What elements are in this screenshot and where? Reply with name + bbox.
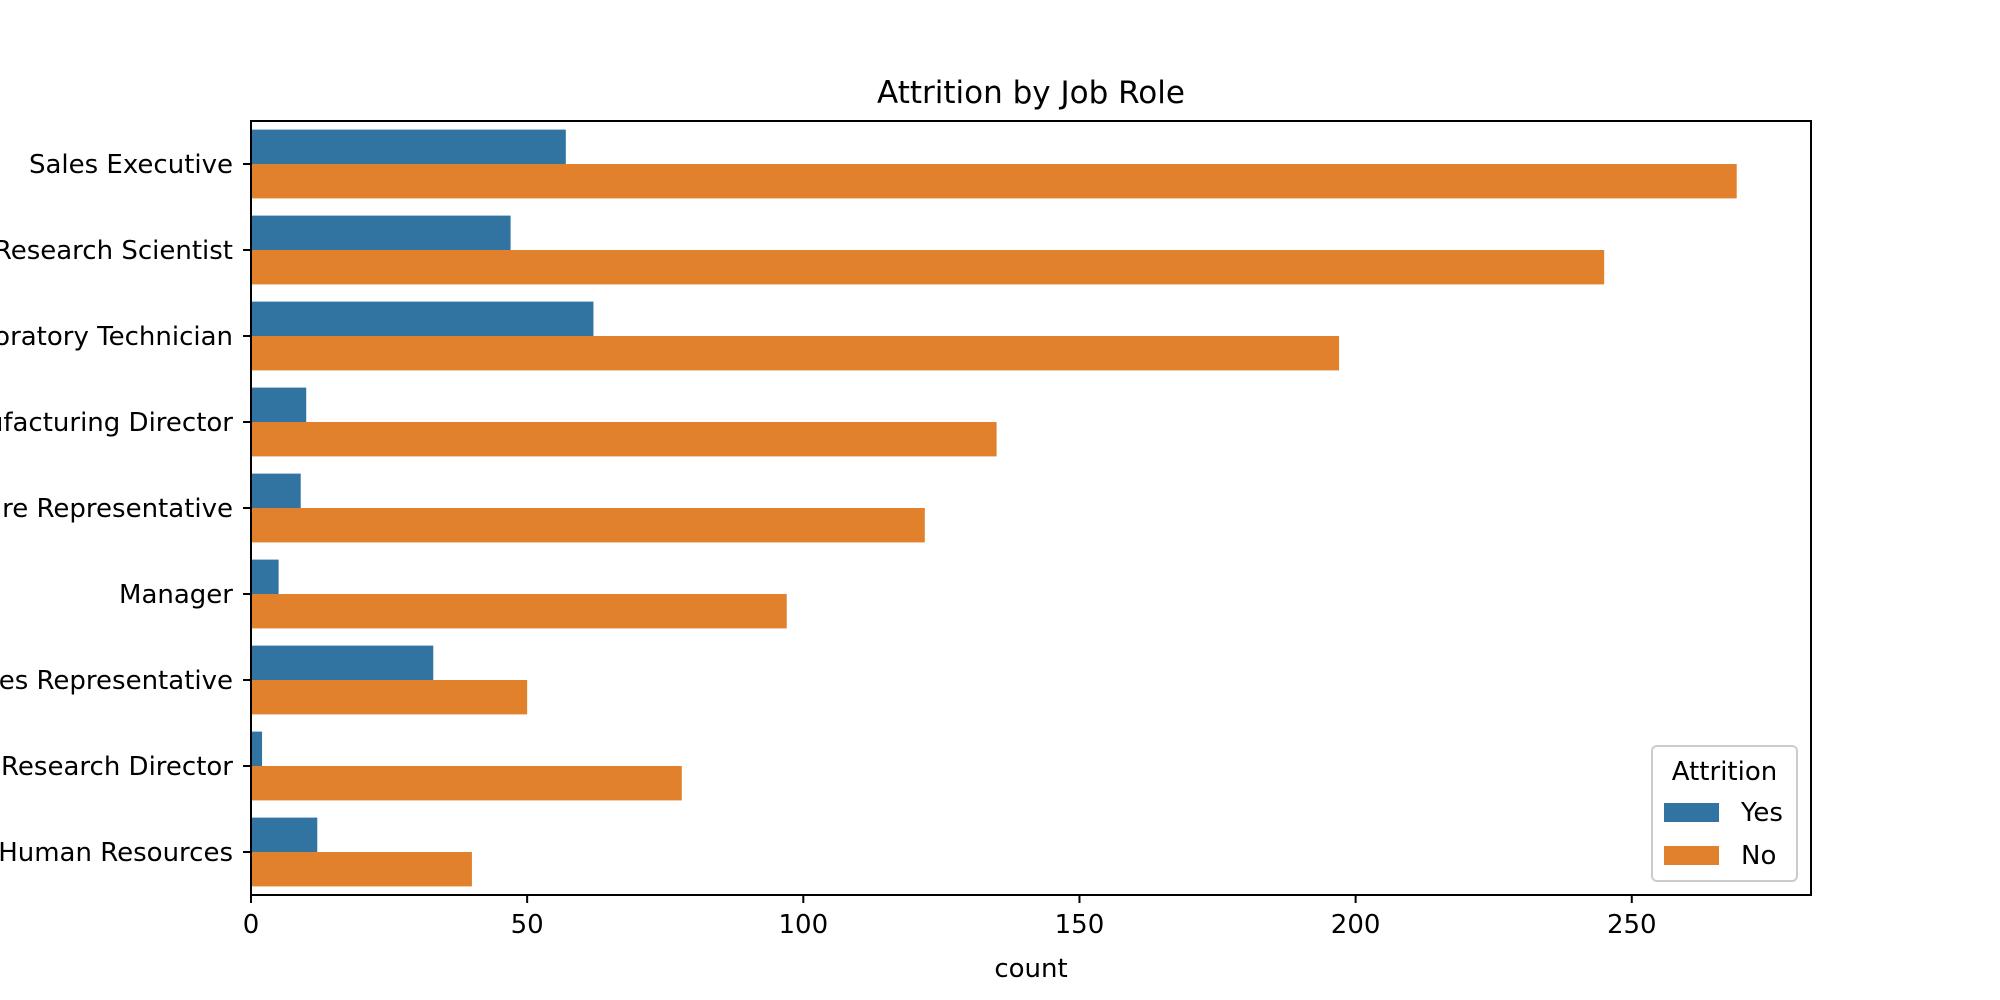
y-tick-label: Research Director [1, 752, 233, 782]
legend: Attrition Yes No [1651, 745, 1798, 882]
legend-swatch-no [1664, 846, 1719, 865]
bar-yes-2 [251, 215, 511, 250]
y-tick-label: Manufacturing Director [0, 408, 233, 438]
legend-label-yes: Yes [1740, 798, 1783, 828]
x-tick-label: 0 [243, 910, 260, 940]
bar-no-7 [251, 680, 528, 715]
bar-no-5 [251, 508, 925, 543]
bar-no-8 [251, 766, 682, 801]
bar-yes-1 [251, 129, 566, 164]
legend-label-no: No [1741, 841, 1776, 871]
bar-no-1 [251, 164, 1737, 199]
bar-yes-9 [251, 817, 318, 852]
x-tick-label: 50 [511, 910, 544, 940]
bar-yes-6 [251, 559, 279, 594]
bar-no-3 [251, 336, 1340, 371]
bar-yes-5 [251, 473, 301, 508]
bars-group [251, 129, 1737, 887]
y-tick-label: Healthcare Representative [0, 494, 233, 524]
x-tick-label: 100 [778, 910, 828, 940]
bar-yes-7 [251, 645, 434, 680]
y-tick-label: Manager [119, 580, 233, 610]
x-tick-label: 250 [1607, 910, 1657, 940]
y-tick-label: Sales Representative [0, 666, 233, 696]
x-tick-label: 200 [1331, 910, 1381, 940]
bar-yes-3 [251, 301, 594, 336]
bar-no-4 [251, 422, 997, 457]
y-axis-ticks: Sales Executive Research Scientist Laborat… [0, 150, 251, 868]
plot-frame [250, 120, 1812, 896]
x-axis-label: count [994, 954, 1067, 984]
x-axis-ticks: 0 50 100 150 200 250 [243, 895, 1657, 940]
y-tick-label: Research Scientist [0, 236, 233, 266]
bar-no-6 [251, 594, 787, 629]
legend-swatch-yes [1664, 803, 1719, 822]
x-tick-label: 150 [1055, 910, 1105, 940]
y-tick-label: Sales Executive [29, 150, 233, 180]
y-tick-label: Human Resources [0, 838, 233, 868]
bar-no-2 [251, 250, 1605, 285]
bar-no-9 [251, 852, 472, 887]
bar-yes-8 [251, 731, 263, 766]
y-tick-label: Laboratory Technician [0, 322, 233, 352]
legend-title: Attrition [1672, 757, 1777, 787]
chart-title: Attrition by Job Role [877, 75, 1185, 111]
bar-yes-4 [251, 387, 307, 422]
